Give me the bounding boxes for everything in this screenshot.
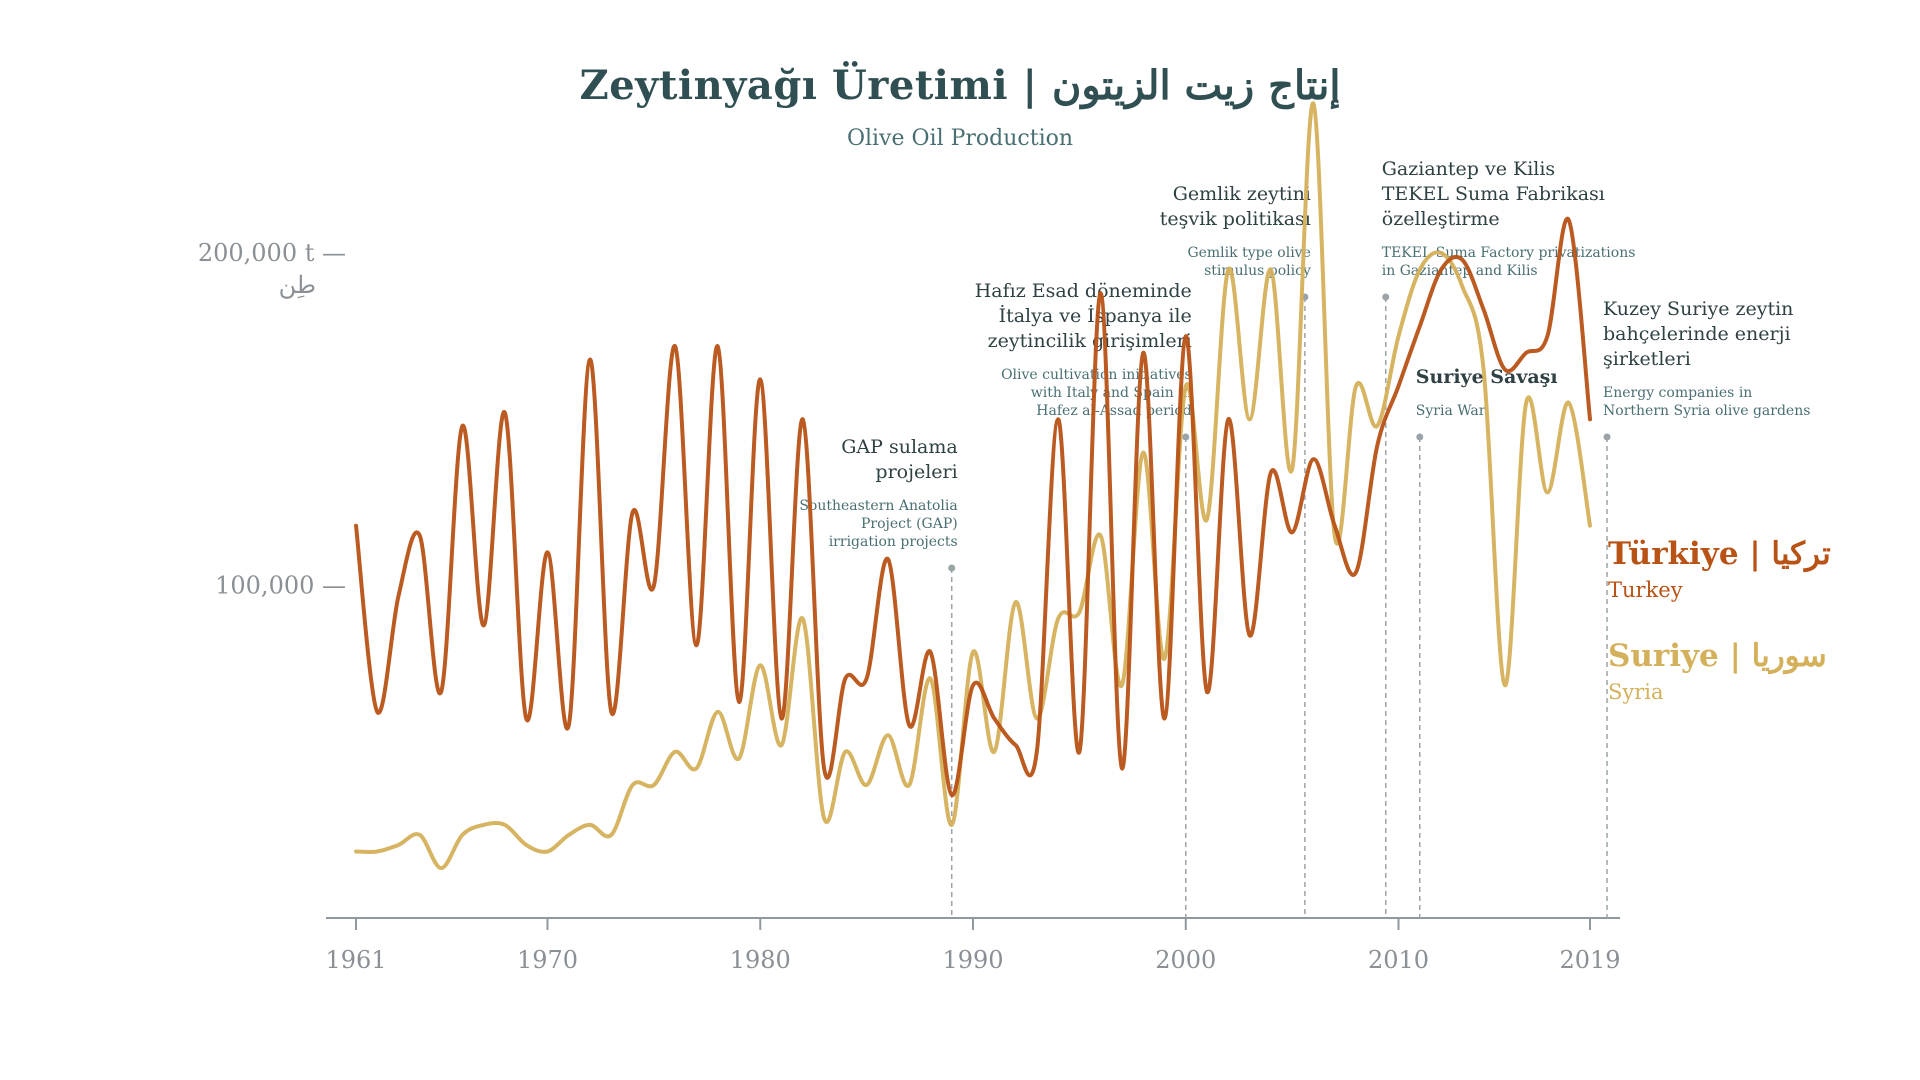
annotation-subtitle: irrigation projects <box>829 534 958 550</box>
annotation-subtitle: Project (GAP) <box>861 516 958 532</box>
annotation-title: projeleri <box>875 461 957 483</box>
x-tick-label: 2010 <box>1368 946 1429 974</box>
series-label: Suriye | سوريا <box>1608 638 1827 675</box>
annotation-title: bahçelerinde enerji <box>1603 323 1791 345</box>
x-tick-label: 1961 <box>325 946 386 974</box>
annotation-subtitle: stimulus policy <box>1204 263 1311 279</box>
annotation-title: TEKEL Suma Fabrikası <box>1382 183 1605 205</box>
annotation-subtitle: Gemlik type olive <box>1187 245 1310 261</box>
chart-subtitle: Olive Oil Production <box>846 126 1074 151</box>
series-line-turkey <box>354 216 1592 798</box>
annotation-title: Gemlik zeytini <box>1173 183 1311 205</box>
annotation-dot <box>1382 293 1390 301</box>
x-tick-label: 1970 <box>517 946 578 974</box>
annotation-dot <box>948 564 956 572</box>
x-tick-label: 2019 <box>1559 946 1620 974</box>
x-tick-label: 1980 <box>730 946 791 974</box>
annotation-dot <box>1182 433 1190 441</box>
chart-title: Zeytinyağı Üretimi | إنتاج زيت الزيتون <box>579 62 1341 109</box>
annotation-subtitle: Southeastern Anatolia <box>799 498 957 514</box>
annotation-subtitle: with Italy and Spain in <box>1031 385 1192 401</box>
annotation-title: Kuzey Suriye zeytin <box>1603 298 1793 320</box>
annotation-title: Suriye Savaşı <box>1416 366 1558 388</box>
x-tick-label: 2000 <box>1155 946 1216 974</box>
annotation-title: GAP sulama <box>841 436 957 458</box>
annotation-title: Hafız Esad döneminde <box>975 280 1192 302</box>
annotation-title: şirketleri <box>1603 348 1691 370</box>
series-label-english: Syria <box>1608 680 1664 704</box>
annotation-title: İtalya ve İspanya ile <box>999 304 1192 327</box>
x-tick-label: 1990 <box>942 946 1003 974</box>
annotation-subtitle: Northern Syria olive gardens <box>1603 403 1810 419</box>
annotation-subtitle: Hafez al-Assad period <box>1036 403 1191 419</box>
annotation-subtitle: Energy companies in <box>1603 385 1752 401</box>
annotation-subtitle: TEKEL Suma Factory privatizations <box>1382 245 1636 261</box>
annotation-title: teşvik politikası <box>1160 208 1311 230</box>
y-tick-label: 100,000 — <box>215 572 346 600</box>
annotation-title: Gaziantep ve Kilis <box>1382 158 1555 180</box>
series-label: Türkiye | تركيا <box>1608 536 1831 573</box>
annotation-subtitle: Syria War <box>1416 403 1486 419</box>
annotation-dot <box>1416 433 1424 441</box>
annotation-dot <box>1603 433 1611 441</box>
y-tick-unit-label: طِن <box>279 271 316 299</box>
annotation-title: zeytincilik girişimleri <box>988 330 1192 352</box>
annotation-title: özelleştirme <box>1382 208 1500 230</box>
y-tick-label: 200,000 t — <box>198 239 346 267</box>
series-label-english: Turkey <box>1608 578 1683 602</box>
series-line-syria <box>354 101 1592 871</box>
